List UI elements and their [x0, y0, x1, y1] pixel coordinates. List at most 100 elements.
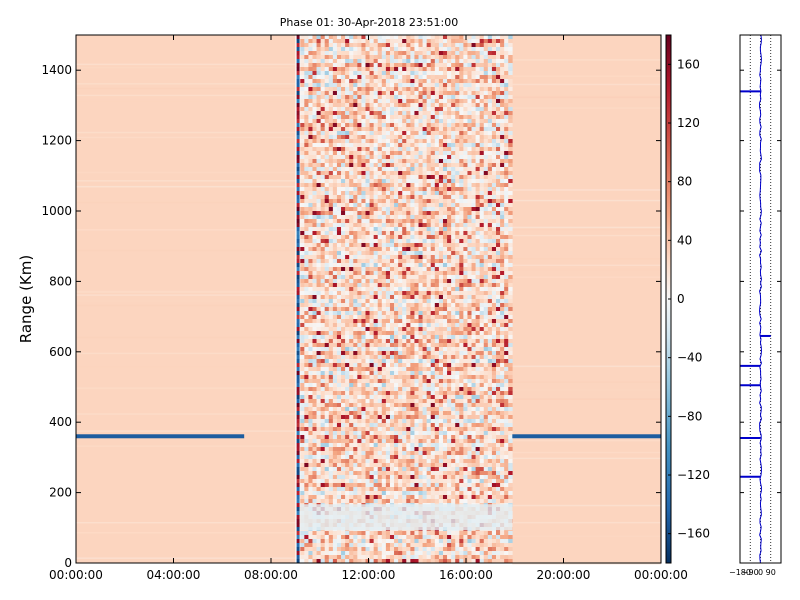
heatmap-cell: [304, 339, 309, 344]
heatmap-cell: [361, 99, 366, 104]
heatmap-cell: [300, 235, 305, 240]
heatmap-streak: [76, 180, 296, 182]
heatmap-cell: [414, 303, 419, 308]
heatmap-cell: [324, 263, 330, 268]
heatmap-cell: [332, 195, 338, 200]
heatmap-cell: [373, 259, 379, 264]
heatmap-cell: [312, 139, 317, 144]
heatmap-cell: [422, 491, 427, 496]
heatmap-cell: [442, 123, 448, 128]
heatmap-cell: [418, 371, 423, 376]
heatmap-cell: [369, 227, 374, 232]
heatmap-cell: [438, 59, 444, 64]
heatmap-cell: [418, 139, 423, 144]
heatmap-cell: [377, 75, 383, 80]
heatmap-cell: [406, 407, 411, 412]
heatmap-cell: [414, 59, 419, 64]
heatmap-cell: [406, 91, 411, 96]
heatmap-cell: [426, 539, 432, 544]
heatmap-cell: [414, 95, 419, 100]
heatmap-cell: [377, 63, 383, 68]
heatmap-cell: [381, 447, 387, 452]
heatmap-cell: [316, 203, 321, 208]
heatmap-cell: [414, 399, 419, 404]
heatmap-cell: [381, 195, 387, 200]
heatmap-cell: [312, 67, 317, 72]
heatmap-cell: [349, 51, 354, 56]
heatmap-cell: [304, 555, 309, 560]
heatmap-cell: [324, 223, 330, 228]
heatmap-cell: [410, 251, 415, 256]
heatmap-cell: [373, 67, 379, 72]
heatmap-cell: [438, 479, 444, 484]
heatmap-cell: [451, 147, 456, 152]
heatmap-cell: [398, 171, 403, 176]
heatmap-cell: [304, 259, 309, 264]
heatmap-cell: [418, 183, 423, 188]
heatmap-cell: [422, 167, 427, 172]
heatmap-cell: [369, 439, 374, 444]
heatmap-cell: [426, 343, 432, 348]
heatmap-cell: [422, 555, 427, 560]
heatmap-cell: [398, 407, 403, 412]
heatmap-cell: [414, 291, 419, 296]
heatmap-cell: [447, 171, 452, 176]
heatmap-cell: [365, 255, 370, 260]
heatmap-cell: [304, 311, 309, 316]
heatmap-cell: [336, 219, 342, 224]
heatmap-cell: [402, 75, 407, 80]
heatmap-cell: [336, 43, 342, 48]
heatmap-cell: [308, 431, 313, 436]
heatmap-cell: [324, 63, 330, 68]
heatmap-cell: [422, 147, 427, 152]
heatmap-cell: [438, 251, 444, 256]
heatmap-cell: [381, 115, 387, 120]
heatmap-cell: [402, 179, 407, 184]
heatmap-cell: [394, 187, 399, 192]
heatmap-cell: [369, 431, 374, 436]
heatmap-cell: [406, 155, 411, 160]
heatmap-cell: [426, 391, 432, 396]
heatmap-cell: [328, 435, 334, 440]
heatmap-cell: [365, 151, 370, 156]
heatmap-cell: [369, 167, 374, 172]
heatmap-cell: [442, 171, 448, 176]
heatmap-cell: [316, 71, 321, 76]
heatmap-cell: [349, 207, 354, 212]
heatmap-cell: [442, 139, 448, 144]
heatmap-cell: [324, 79, 330, 84]
heatmap-cell: [316, 363, 321, 368]
heatmap-cell: [410, 547, 415, 552]
heatmap-cell: [434, 279, 440, 284]
heatmap-cell: [300, 379, 305, 384]
heatmap-cell: [365, 451, 370, 456]
heatmap-cell: [385, 95, 391, 100]
heatmap-cell: [406, 347, 411, 352]
heatmap-cell: [312, 411, 317, 416]
heatmap-cell: [328, 475, 334, 480]
heatmap-cell: [373, 111, 379, 116]
heatmap-cell: [365, 303, 370, 308]
heatmap-cell: [442, 311, 448, 316]
heatmap-cell: [336, 247, 342, 252]
heatmap-cell: [394, 419, 399, 424]
heatmap-cell: [336, 307, 342, 312]
heatmap-cell: [353, 123, 358, 128]
heatmap-cell: [369, 263, 374, 268]
heatmap-cell: [447, 175, 452, 180]
heatmap-cell: [373, 459, 379, 464]
heatmap-cell: [406, 203, 411, 208]
heatmap-cell: [357, 279, 362, 284]
heatmap-cell: [406, 539, 411, 544]
heatmap-cell: [349, 339, 354, 344]
heatmap-cell: [389, 283, 395, 288]
heatmap-cell: [336, 47, 342, 52]
heatmap-cell: [361, 427, 366, 432]
heatmap-cell: [426, 263, 432, 268]
heatmap-cell: [430, 167, 436, 172]
heatmap-cell: [332, 255, 338, 260]
heatmap-cell: [381, 547, 387, 552]
heatmap-cell: [422, 71, 427, 76]
heatmap-cell: [381, 151, 387, 156]
heatmap-cell: [320, 551, 326, 556]
